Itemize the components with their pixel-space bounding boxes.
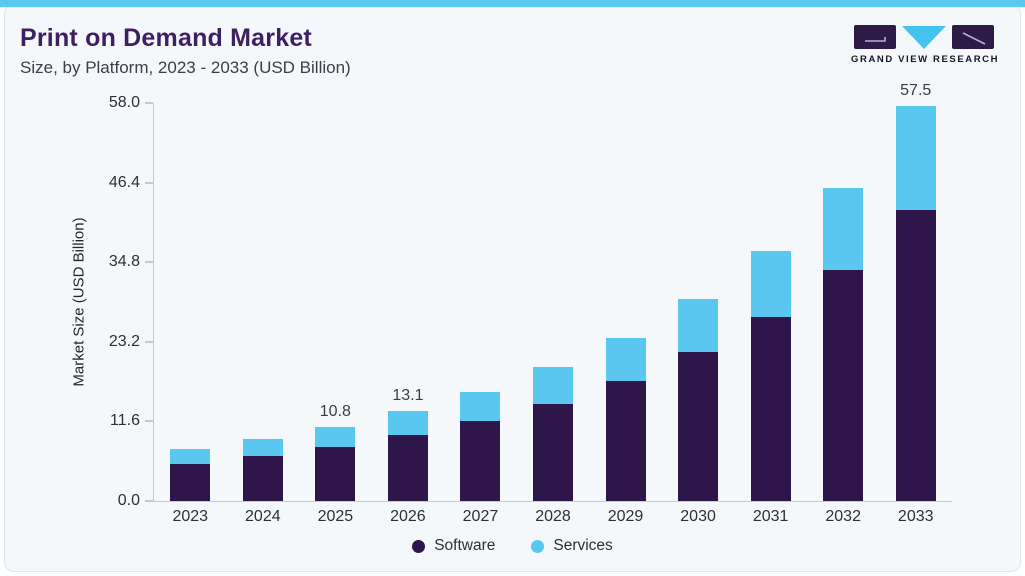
accent-stripe — [0, 0, 1025, 7]
bar-segment-services — [170, 448, 211, 464]
x-axis-label: 2024 — [245, 508, 281, 525]
y-axis-tick-mark — [145, 181, 153, 184]
bar-segment-services — [242, 438, 283, 456]
y-axis-tick-mark — [145, 102, 153, 104]
y-axis-tick-label: 34.8 — [108, 253, 140, 271]
bar-segment-software — [460, 421, 501, 501]
software-legend-dot-icon — [412, 539, 426, 553]
plot-area: 0.0 11.6 23.2 34.8 46.4 58.0 2023 2024 10.8 2025… — [109, 83, 952, 525]
x-axis-label: 2025 — [317, 508, 354, 525]
bar-segment-software — [242, 455, 283, 501]
bar-2033 — [895, 106, 936, 501]
legend-label-software: Software — [434, 537, 496, 554]
bar-segment-software — [170, 463, 211, 501]
brand-name: GRAND VIEW RESEARCH — [851, 54, 1000, 65]
bar-segment-software — [315, 447, 356, 501]
bar-2028 — [533, 367, 573, 501]
bar-2029 — [605, 337, 646, 501]
x-axis-label: 2033 — [897, 508, 934, 525]
bar-segment-software — [678, 352, 719, 501]
bar-segment-services — [315, 426, 356, 448]
bar-segment-services — [750, 250, 791, 318]
bar-2026 — [387, 411, 428, 501]
y-axis-tick-label: 23.2 — [108, 332, 140, 350]
brand-logo: GRAND VIEW RESEARCH — [851, 24, 1000, 65]
bar-segment-software — [750, 317, 791, 501]
legend-label-services: Services — [553, 537, 613, 554]
legend: Software Services — [0, 537, 1025, 555]
legend-item-services: Services — [531, 537, 613, 555]
bar-value-label: 13.1 — [392, 387, 424, 405]
bar-2031 — [750, 250, 791, 501]
bar-segment-services — [823, 188, 864, 271]
gvr-logo-icon — [854, 25, 994, 49]
page-title: Print on Demand Market — [20, 24, 312, 52]
bar-segment-services — [533, 367, 573, 405]
x-axis-label: 2026 — [390, 508, 426, 525]
y-axis-tick-mark — [145, 340, 153, 343]
bar-value-label: 57.5 — [900, 82, 932, 100]
bar-segment-services — [387, 411, 428, 436]
legend-item-software: Software — [412, 537, 495, 555]
y-axis-tick-label: 0.0 — [117, 492, 140, 509]
bar-2027 — [460, 391, 501, 501]
y-axis-title: Market Size (USD Billion) — [70, 217, 88, 387]
x-axis-label: 2027 — [462, 508, 499, 525]
bar-segment-services — [678, 298, 719, 353]
y-axis-tick-mark — [145, 420, 153, 423]
bar-2025 — [315, 426, 356, 501]
services-legend-dot-icon — [531, 539, 545, 553]
y-axis-tick-label: 58.0 — [108, 94, 140, 111]
bar-2024 — [242, 438, 283, 501]
bar-segment-software — [605, 380, 646, 501]
bar-segment-software — [823, 270, 864, 501]
bar-segment-software — [387, 435, 428, 501]
bar-2030 — [678, 298, 719, 501]
bar-segment-software — [895, 210, 936, 501]
bar-value-label: 10.8 — [319, 402, 351, 420]
x-axis-label: 2032 — [825, 508, 861, 525]
x-axis-label: 2031 — [752, 508, 789, 525]
y-axis-tick-mark — [145, 500, 153, 502]
x-axis-label: 2030 — [680, 508, 716, 525]
y-axis-tick-mark — [145, 261, 153, 264]
bar-segment-services — [605, 337, 646, 381]
bar-segment-software — [533, 404, 573, 501]
x-axis-label: 2029 — [607, 508, 644, 525]
x-axis-label: 2023 — [172, 508, 209, 525]
bar-2023 — [170, 448, 211, 501]
y-axis-tick-label: 11.6 — [110, 412, 140, 430]
y-axis-tick-label: 46.4 — [108, 173, 140, 191]
bar-2032 — [823, 188, 864, 501]
x-axis-label: 2028 — [535, 508, 571, 525]
bar-segment-services — [460, 391, 501, 422]
bar-segment-services — [895, 106, 936, 211]
page-subtitle: Size, by Platform, 2023 - 2033 (USD Bill… — [20, 58, 351, 77]
